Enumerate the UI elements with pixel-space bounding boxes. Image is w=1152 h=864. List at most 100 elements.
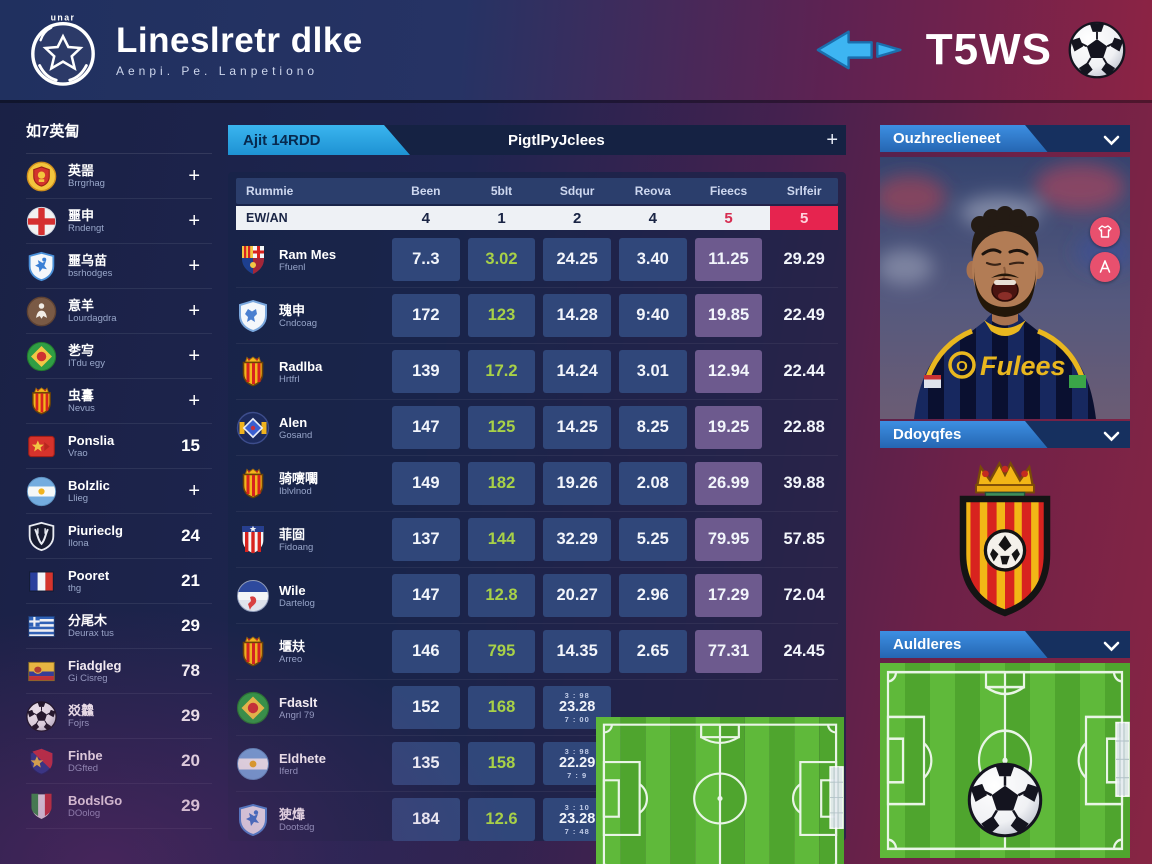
flag-brazil-icon	[236, 691, 270, 725]
app-logo-icon: unar	[26, 11, 100, 89]
team-name: 菲囼	[279, 526, 306, 542]
table-row[interactable]: Wile Dartelog 147 12.8 20.27 2.96 17.29 72.04	[236, 568, 838, 624]
league-count: 29	[181, 706, 200, 725]
table-row[interactable]: 骑㗷㘚 Iblvlnod 149 182 19.26 2.08 26.99 39.88	[236, 456, 838, 512]
shield-black-white-icon	[26, 521, 57, 552]
panel-header-player[interactable]: Ouzhreclieneet	[880, 125, 1130, 152]
table-row[interactable]: Ram Mes Ffuenl 7..3 3.02 24.25 3.40 11.25 29.…	[236, 232, 838, 288]
pitch-graphic	[880, 663, 1130, 858]
column-header[interactable]: Fieecs	[709, 184, 748, 198]
stat-value: 8.25	[618, 406, 687, 449]
sidebar-item[interactable]: Fiadgleg Gi Cisreg 78	[26, 649, 212, 694]
column-header[interactable]: Sdqur	[559, 184, 595, 198]
stat-value: 3.02	[467, 238, 536, 281]
stat-mini-bottom: 7 : 9	[567, 771, 588, 780]
add-league-button[interactable]: +	[188, 209, 200, 232]
stat-value: 19.26	[543, 462, 611, 505]
team-subtitle: Cndcoag	[279, 317, 318, 329]
stat-value: 32.29	[543, 518, 611, 561]
league-name: 分尾木	[68, 612, 108, 628]
panel-header-field[interactable]: Auldleres	[880, 631, 1130, 658]
table-row[interactable]: 瑰申 Cndcoag 172 123 14.28 9:40 19.85 22.49	[236, 288, 838, 344]
column-header[interactable]: Rummie	[246, 184, 294, 198]
stat-value: 12.94	[694, 350, 763, 393]
column-header[interactable]: Been	[411, 184, 441, 198]
chevron-down-icon[interactable]	[1103, 429, 1120, 442]
stat-mini-top: 3 : 98	[564, 691, 590, 700]
sidebar-item[interactable]: 意羊 Lourdagdra +	[26, 289, 212, 334]
sidebar-item[interactable]: 㸚䲜 Fojrs 29	[26, 694, 212, 739]
stat-value: 12.8	[467, 574, 536, 617]
add-league-button[interactable]: +	[188, 299, 200, 322]
sidebar-item[interactable]: Piurieclg Ilona 24	[26, 514, 212, 559]
stat-value: 19.25	[694, 406, 763, 449]
sidebar-item[interactable]: Ponslia Vrao 15	[26, 424, 212, 469]
table-row[interactable]: Eldhete Iferd 135 158 3 : 98 22.29 7 : 9	[236, 736, 838, 792]
tab-active[interactable]: Ajit 14RDD	[228, 125, 410, 155]
table-body: Ram Mes Ffuenl 7..3 3.02 24.25 3.40 11.25 29.…	[236, 232, 838, 847]
column-header[interactable]: Reova	[634, 184, 671, 198]
table-row[interactable]: Fdaslt Angrl 79 152 168 3 : 98 23.28 7 : …	[236, 680, 838, 736]
soccer-ball-icon	[1068, 21, 1126, 79]
sidebar-item[interactable]: Pooret thg 21	[26, 559, 212, 604]
sidebar-item[interactable]: 噩申 Rndengt +	[26, 199, 212, 244]
column-header[interactable]: 5bIt	[490, 184, 513, 198]
chevron-down-icon[interactable]	[1103, 639, 1120, 652]
table-row[interactable]: Radlba Hrtfrl 139 17.2 14.24 3.01 12.94 22.44	[236, 344, 838, 400]
back-arrow-icon[interactable]	[814, 25, 910, 75]
stat-mini-bottom: 7 : 48	[564, 827, 590, 836]
sidebar-item[interactable]: 㐘㝍 ITdu egy +	[26, 334, 212, 379]
whistle-action-button[interactable]	[1090, 252, 1120, 282]
summary-value: 1	[497, 209, 506, 227]
stat-value: 14.28	[543, 294, 611, 337]
stat-value: 147	[392, 406, 460, 449]
stat-value: 57.85	[783, 530, 825, 548]
league-subtitle: Deurax tus	[68, 627, 114, 639]
stat-value: 158	[467, 742, 536, 785]
column-header[interactable]: Srlfeir	[786, 184, 822, 198]
chevron-down-icon[interactable]	[1103, 133, 1120, 146]
team-name: Eldhete	[279, 750, 326, 766]
sidebar-item[interactable]: Bolzlic Llieg +	[26, 469, 212, 514]
sidebar-item[interactable]: 分尾木 Deurax tus 29	[26, 604, 212, 649]
crest-spain-icon	[26, 386, 57, 417]
soccer-ball-icon	[967, 762, 1043, 838]
panel-title: Ouzhreclieneet	[893, 130, 1001, 147]
league-subtitle: Brrgrhag	[68, 177, 105, 189]
add-league-button[interactable]: +	[188, 479, 200, 502]
app-header: unar Lineslretr dlke Aenpi. Pe. Lanpetio…	[0, 0, 1152, 100]
stat-value: 125	[467, 406, 536, 449]
jersey-action-button[interactable]	[1090, 217, 1120, 247]
sidebar-item[interactable]: BodslGo DOolog 29	[26, 784, 212, 829]
add-league-button[interactable]: +	[188, 254, 200, 277]
flag-argentina-icon	[26, 476, 57, 507]
stat-value: 2.96	[618, 574, 687, 617]
sidebar-item[interactable]: 英噐 Brrgrhag +	[26, 154, 212, 199]
league-count: 29	[181, 796, 200, 815]
table-row[interactable]: 菲囼 Fidoang 137 144 32.29 5.25 79.95 57.85	[236, 512, 838, 568]
add-league-button[interactable]: +	[188, 389, 200, 412]
table-row[interactable]: Alen Gosand 147 125 14.25 8.25 19.25 22.88	[236, 400, 838, 456]
sidebar-item[interactable]: 虫㐯 Nevus +	[26, 379, 212, 424]
panel-header-crest[interactable]: Ddoyqfes	[880, 421, 1130, 448]
add-tab-button[interactable]: +	[826, 128, 838, 151]
league-name: 㸚䲜	[68, 702, 95, 718]
league-subtitle: Lourdagdra	[68, 312, 117, 324]
sidebar-item[interactable]: Finbe DGfted 20	[26, 739, 212, 784]
soccer-ball-icon	[26, 700, 57, 732]
photo-actions	[1090, 217, 1120, 282]
table-row[interactable]: 㙺㚘 Arreo 146 795 14.35 2.65 77.31 24.45	[236, 624, 838, 680]
league-name: 㐘㝍	[68, 342, 95, 358]
stat-value: 152	[392, 686, 460, 729]
crest-atletico-icon	[236, 523, 270, 557]
add-league-button[interactable]: +	[188, 164, 200, 187]
team-subtitle: Gosand	[279, 429, 313, 441]
stat-value: 135	[392, 742, 460, 785]
add-league-button[interactable]: +	[188, 344, 200, 367]
sidebar-item[interactable]: 噩乌苗 bsrhodges +	[26, 244, 212, 289]
summary-label: EW/AN	[246, 211, 288, 225]
league-count: 78	[181, 661, 200, 680]
stat-value: 168	[467, 686, 536, 729]
tab-secondary[interactable]: PigtlPyJclees	[508, 131, 605, 149]
app-subtitle: Aenpi. Pe. Lanpetiono	[116, 64, 319, 78]
